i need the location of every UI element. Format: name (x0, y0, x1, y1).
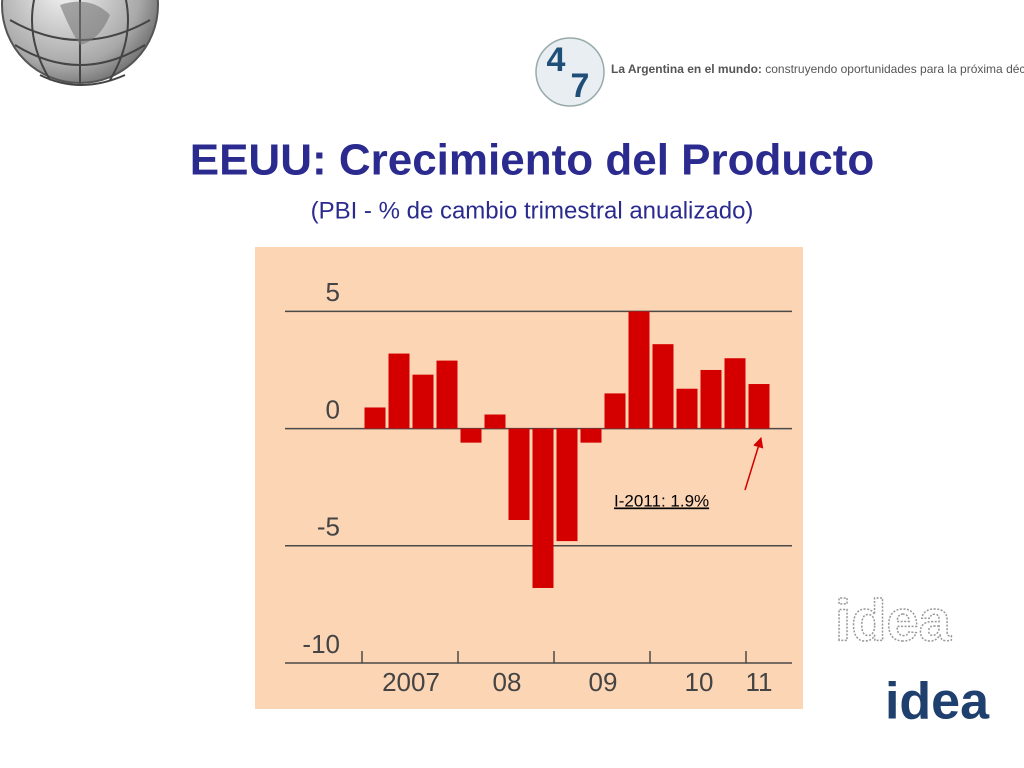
tagline: La Argentina en el mundo: construyendo o… (611, 62, 1024, 76)
badge-digit: 4 (547, 41, 566, 79)
y-tick-label: 0 (326, 394, 340, 424)
chart-title: EEUU: Crecimiento del Producto (190, 136, 875, 185)
bar (676, 388, 698, 429)
badge-logo: 4 7 (535, 37, 605, 107)
bar (412, 374, 434, 429)
plot: 5 0 -5 -10 2007 08 09 10 11 (285, 277, 792, 697)
chart-subtitle: (PBI - % de cambio trimestral anualizado… (311, 197, 754, 224)
badge-digit: 7 (571, 67, 590, 105)
y-tick-label: -10 (302, 629, 340, 659)
annotation: I-2011: 1.9% (614, 491, 709, 510)
logo-outline: idea (835, 588, 952, 653)
tagline-text: construyendo oportunidades para la próxi… (765, 62, 1024, 76)
tagline-bold: La Argentina en el mundo: (611, 62, 762, 76)
x-tick-label: 08 (493, 667, 522, 697)
annotation-arrow (744, 436, 764, 491)
y-tick-label: 5 (326, 277, 340, 307)
bar (388, 353, 410, 429)
bar (724, 358, 746, 429)
bar (580, 428, 602, 443)
bar (460, 428, 482, 443)
x-tick-label: 11 (746, 667, 773, 697)
bar (604, 393, 626, 429)
bar (748, 384, 770, 429)
bar (532, 428, 554, 588)
x-tick-label: 09 (589, 667, 618, 697)
x-tick-label: 10 (685, 667, 714, 697)
bar (508, 428, 530, 520)
logo: idea (885, 673, 990, 731)
globe-graphic (1, 0, 159, 86)
bar (556, 428, 578, 542)
bar (652, 344, 674, 429)
bar (700, 369, 722, 429)
bar (436, 360, 458, 429)
y-tick-label: -5 (317, 512, 340, 542)
bar (628, 311, 650, 429)
x-tick-label: 2007 (382, 667, 440, 697)
bar (484, 414, 506, 429)
bar (364, 407, 386, 429)
